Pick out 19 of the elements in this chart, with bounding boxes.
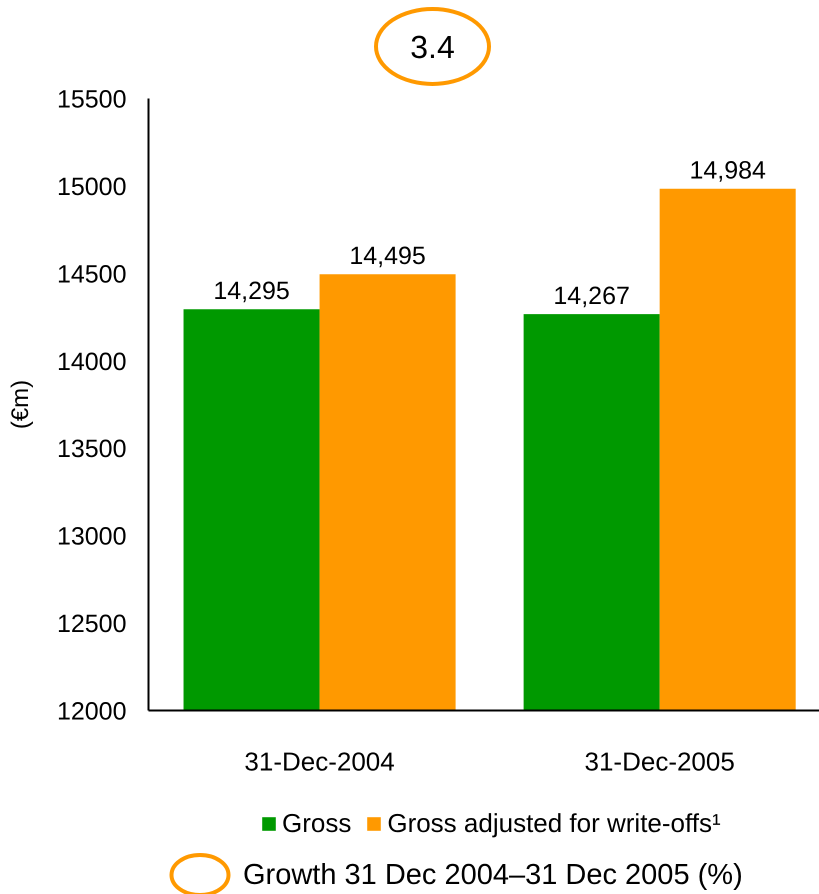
data-label: 14,495: [349, 242, 426, 270]
text: 3.4: [410, 29, 455, 65]
y-tick-label: 14500: [56, 260, 127, 288]
y-tick-label: 14000: [56, 348, 127, 376]
legend-label: Gross: [282, 808, 352, 839]
text: Growth 31 Dec 2004–31 Dec 2005 (%): [243, 858, 743, 893]
data-label: 14,267: [553, 282, 630, 310]
y-tick-label: 12500: [56, 610, 127, 638]
y-tick-label: 13500: [56, 435, 127, 464]
y-tick-label: 13000: [56, 522, 127, 551]
legend-label: Gross adjusted for write-offs¹: [387, 808, 721, 839]
y-tick-label: 15500: [56, 86, 127, 114]
x-tick-label: 31-Dec-2004: [244, 746, 395, 776]
y-axis-title: (€m): [6, 380, 34, 430]
x-tick-label: 31-Dec-2005: [584, 746, 735, 776]
data-label: 14,984: [689, 156, 766, 185]
y-tick-label: 12000: [56, 698, 127, 726]
y-tick-label: 15000: [56, 172, 127, 201]
data-label: 14,295: [213, 277, 290, 306]
